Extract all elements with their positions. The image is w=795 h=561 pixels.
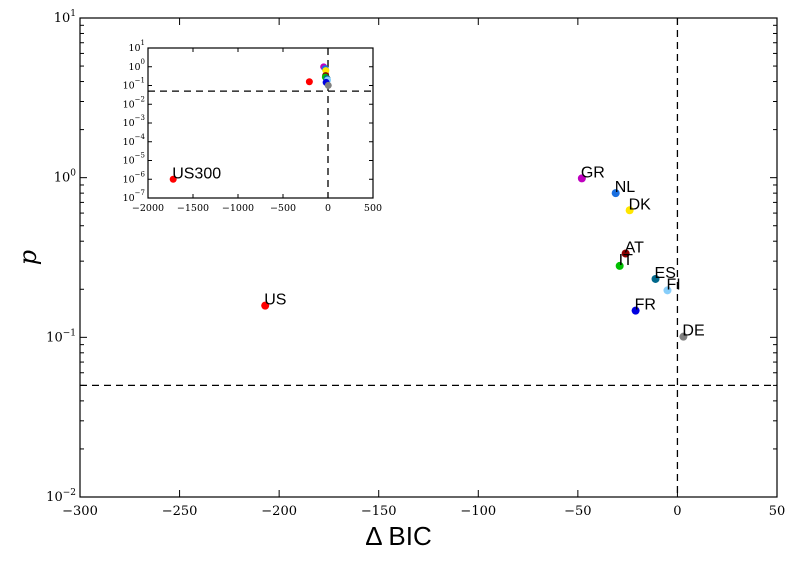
y-tick-label: 10−2 [46,488,76,505]
x-tick-label: −300 [62,504,98,519]
point-nl [611,189,620,198]
y-tick-label: 10−5 [123,152,145,167]
inset-point-us300 [169,175,177,183]
y-tick-base: 10 [123,156,135,167]
point-dk [625,206,634,215]
y-tick-base: 10 [128,43,140,54]
y-tick-label: 10−3 [123,114,145,129]
point-label-es: ES [655,265,676,282]
point-label-at: AT [625,240,644,257]
y-tick-label: 10−4 [123,133,146,148]
y-tick-label: 101 [128,39,145,54]
inset-point [324,81,332,89]
y-tick-base: 10 [123,118,135,129]
y-tick-exponent: 0 [141,58,145,66]
point-us [261,301,270,310]
inset-x-tick-label: 0 [325,203,331,214]
y-tick-exponent: −1 [63,328,76,338]
y-tick-base: 10 [54,171,71,186]
inset-x-tick-label: −1500 [177,203,209,214]
point-it [615,261,624,270]
x-tick-label: 50 [769,504,786,519]
point-label-fi: FI [666,276,680,293]
y-tick-base: 10 [123,81,135,92]
inset-x-tick-label: 500 [364,203,382,214]
y-tick-base: 10 [123,137,135,148]
y-tick-label: 10−6 [123,170,146,185]
x-tick-label: −250 [162,504,198,519]
y-tick-base: 10 [54,11,71,26]
point-gr [577,174,586,183]
y-axis-label: p [14,250,42,265]
y-tick-exponent: −3 [135,114,145,122]
inset-background [148,48,373,198]
x-axis-label: Δ BIC [365,521,432,551]
y-tick-exponent: −7 [135,189,145,197]
y-tick-label: 100 [54,169,77,186]
inset-x-tick-label: −2000 [132,203,164,214]
y-tick-exponent: 1 [70,9,76,19]
point-label-us: US [264,292,286,309]
y-tick-exponent: −2 [63,488,76,498]
y-tick-label: 10−1 [46,328,76,345]
x-tick-label: −100 [460,504,496,519]
y-tick-exponent: 0 [70,169,76,179]
inset-point [305,78,313,86]
x-tick-label: −150 [361,504,397,519]
x-tick-label: −200 [261,504,297,519]
y-tick-exponent: −5 [135,152,145,160]
y-tick-exponent: −2 [135,95,145,103]
y-tick-label: 10−2 [123,95,145,110]
point-de [679,332,688,341]
inset-plot: −2000 −1500 −1000 −500 0 50010−710−610−510−41… [123,39,382,214]
y-tick-base: 10 [123,99,135,110]
inset-plot-frame [147,47,374,199]
y-tick-exponent: −6 [135,170,146,178]
point-label-nl: NL [615,179,636,196]
y-tick-base: 10 [128,62,140,73]
y-tick-exponent: −4 [135,133,146,141]
y-tick-label: 10−7 [123,189,145,204]
inset-point-label-us300: US300 [172,165,221,182]
point-label-de: DE [682,323,704,340]
y-tick-exponent: 1 [141,39,145,47]
y-tick-base: 10 [123,193,135,204]
y-tick-label: 10−1 [123,77,145,92]
y-tick-base: 10 [46,490,63,505]
x-tick-label: 0 [673,504,681,519]
point-fi [663,286,672,295]
main-plot-frame [79,17,778,498]
y-tick-base: 10 [123,174,135,185]
inset-x-tick-label: −1000 [222,203,254,214]
y-tick-base: 10 [46,330,63,345]
y-tick-exponent: −1 [135,77,145,85]
point-label-it: IT [619,252,633,269]
y-tick-label: 101 [54,9,76,26]
point-at [621,249,630,258]
x-tick-label: −50 [564,504,591,519]
point-fr [631,306,640,315]
inset-point [322,67,330,75]
point-label-fr: FR [635,297,656,314]
main-plot: −300 −250 −200 −150 −100 −50 0 5010−210−1100101… [14,9,785,551]
point-es [651,274,660,283]
inset-x-tick-label: −500 [270,203,296,214]
point-label-dk: DK [629,196,652,213]
point-label-gr: GR [581,164,605,181]
y-tick-label: 100 [128,58,145,73]
